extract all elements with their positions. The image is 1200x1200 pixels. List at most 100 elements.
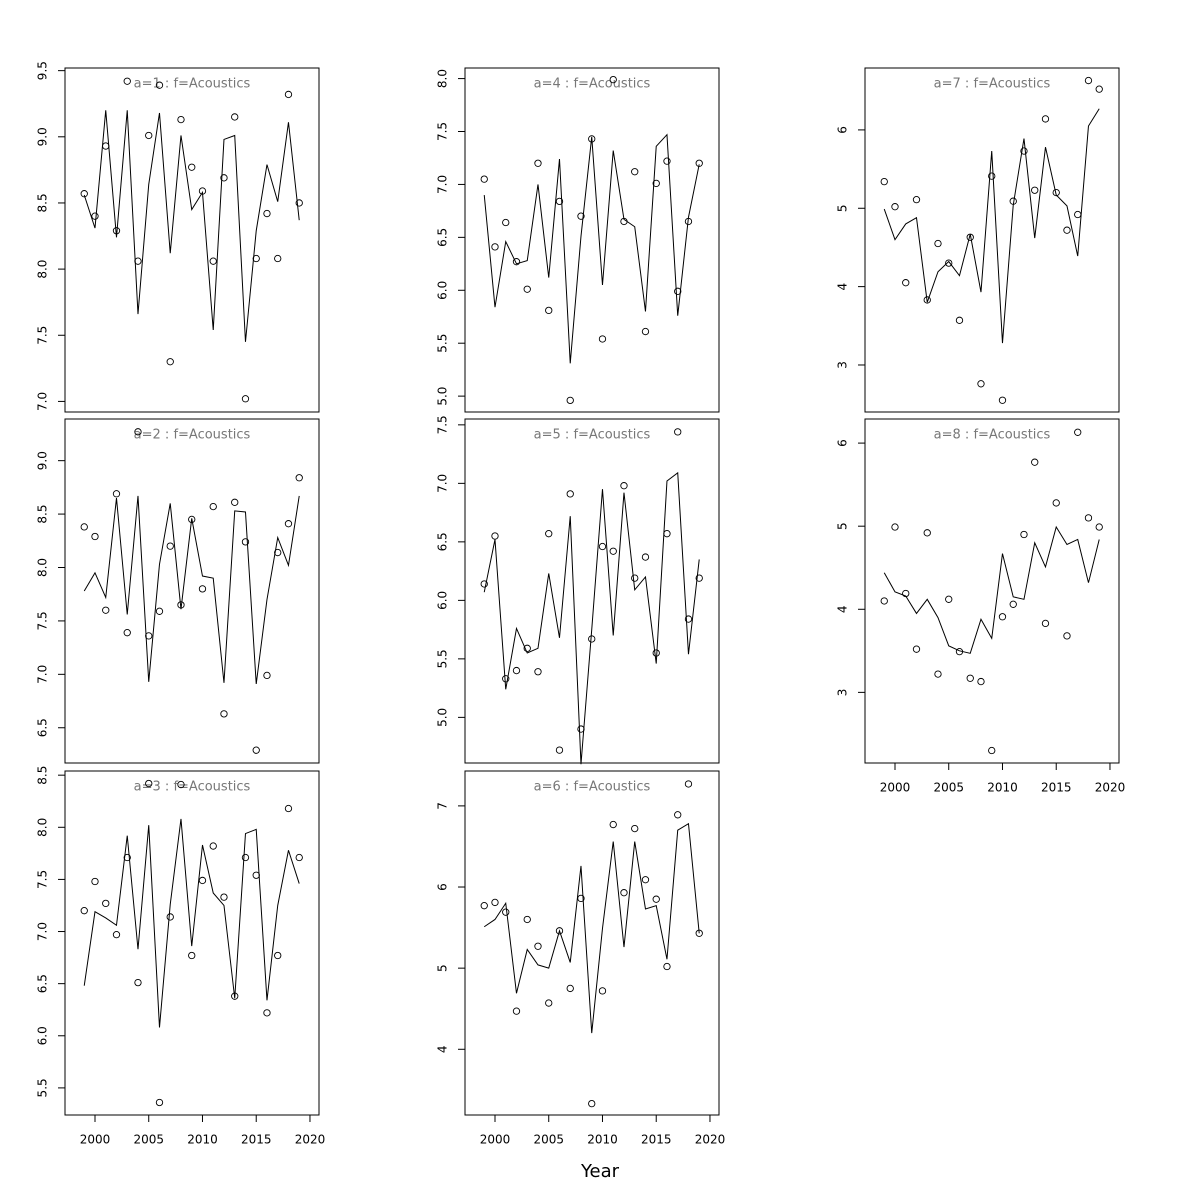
data-point — [598, 335, 607, 343]
data-point — [241, 538, 250, 546]
data-point — [1031, 186, 1039, 194]
data-point — [695, 574, 703, 582]
data-point — [663, 962, 671, 971]
panel-title: a=5 : f=Acoustics — [534, 428, 651, 443]
fit-line — [483, 133, 700, 364]
data-point — [923, 529, 931, 537]
data-point — [1074, 428, 1082, 436]
data-point — [1052, 499, 1060, 507]
data-point — [588, 1099, 596, 1108]
panel: a=3 : f=Acoustics 5.5 6.0 6.5 7.0 7.5 8.0 8.5 20… — [36, 766, 326, 1147]
y-tick-label: 8.5 — [36, 193, 50, 212]
data-point — [512, 666, 521, 675]
panel-title: a=6 : f=Acoustics — [534, 780, 651, 795]
data-point — [252, 254, 260, 263]
data-point — [1009, 600, 1017, 608]
plot-box — [464, 67, 720, 413]
data-point — [988, 172, 996, 180]
data-point — [145, 779, 153, 788]
panel: a=6 : f=Acoustics 4 5 6 7 2000 2005 2010 2015 202… — [436, 770, 725, 1147]
y-tick-label: 6 — [836, 439, 850, 447]
x-tick-label: 2000 — [480, 1133, 511, 1147]
data-point — [80, 907, 88, 915]
y-tick-label: 7.0 — [36, 665, 50, 684]
data-point — [123, 77, 131, 85]
data-point — [480, 175, 488, 183]
data-point — [1031, 458, 1039, 466]
data-point — [674, 287, 682, 295]
x-tick-label: 2015 — [1041, 781, 1072, 795]
y-tick-label: 3 — [836, 689, 850, 697]
data-point — [620, 482, 628, 490]
data-point — [534, 668, 542, 676]
y-tick-label: 7.0 — [436, 474, 450, 493]
data-point — [166, 913, 174, 921]
data-point — [491, 898, 499, 907]
data-point — [80, 190, 88, 198]
panel: a=2 : f=Acoustics 6.5 7.0 7.5 8.0 8.5 9.0 — [36, 418, 320, 764]
y-tick-label: 8.0 — [36, 260, 50, 279]
plot-box — [864, 67, 1120, 413]
data-point — [284, 804, 293, 813]
fit-line — [483, 471, 700, 765]
data-point — [166, 542, 174, 550]
data-point — [674, 428, 682, 436]
panel: a=7 : f=Acoustics 3 4 5 6 — [836, 67, 1120, 413]
data-point — [491, 532, 499, 540]
y-tick-label: 6.0 — [436, 281, 450, 300]
data-point — [880, 177, 888, 186]
data-point — [284, 520, 293, 528]
y-tick-label: 6 — [836, 126, 850, 134]
y-tick-label: 6.5 — [436, 532, 450, 551]
data-point — [641, 327, 650, 336]
panel: a=8 : f=Acoustics 3 4 5 6 2000 2005 2010 2015 202… — [836, 418, 1125, 795]
data-point — [188, 515, 196, 524]
fit-line — [83, 110, 300, 342]
data-point — [502, 218, 510, 227]
panel-title: a=7 : f=Acoustics — [934, 77, 1051, 92]
data-point — [512, 1007, 521, 1015]
data-point — [598, 542, 607, 551]
data-point — [209, 257, 217, 265]
data-point — [652, 179, 660, 188]
data-point — [155, 607, 164, 615]
data-point — [123, 629, 131, 637]
data-point — [231, 113, 239, 121]
y-tick-label: 7.0 — [436, 175, 450, 194]
data-point — [1052, 188, 1060, 197]
panel-title: a=8 : f=Acoustics — [934, 428, 1051, 443]
x-tick-label: 2005 — [133, 1133, 164, 1147]
data-point — [988, 746, 996, 755]
data-point — [263, 671, 271, 680]
y-tick-label: 4 — [436, 1045, 450, 1053]
data-point — [491, 243, 499, 251]
data-point — [620, 889, 628, 897]
y-tick-label: 6.5 — [36, 974, 50, 993]
fit-line — [883, 525, 1100, 654]
y-tick-label: 8.5 — [36, 505, 50, 524]
data-point — [598, 987, 607, 995]
y-tick-label: 5 — [436, 964, 450, 972]
y-tick-label: 7.0 — [36, 392, 50, 411]
data-point — [609, 820, 617, 829]
data-point — [1084, 514, 1093, 522]
data-point — [1020, 147, 1028, 155]
data-point — [263, 209, 271, 218]
data-point — [912, 645, 921, 653]
y-tick-label: 9.0 — [36, 451, 50, 470]
data-point — [1063, 632, 1071, 640]
data-point — [231, 498, 239, 506]
data-point — [674, 811, 682, 819]
x-tick-label: 2010 — [187, 1133, 218, 1147]
fit-line — [483, 822, 700, 1034]
data-point — [241, 853, 250, 862]
data-point — [631, 574, 639, 582]
data-point — [102, 899, 110, 908]
data-point — [155, 1098, 164, 1107]
data-point — [502, 675, 510, 683]
fit-line — [83, 495, 300, 685]
data-point — [274, 548, 282, 557]
data-point — [609, 75, 617, 84]
data-point — [1063, 226, 1071, 234]
